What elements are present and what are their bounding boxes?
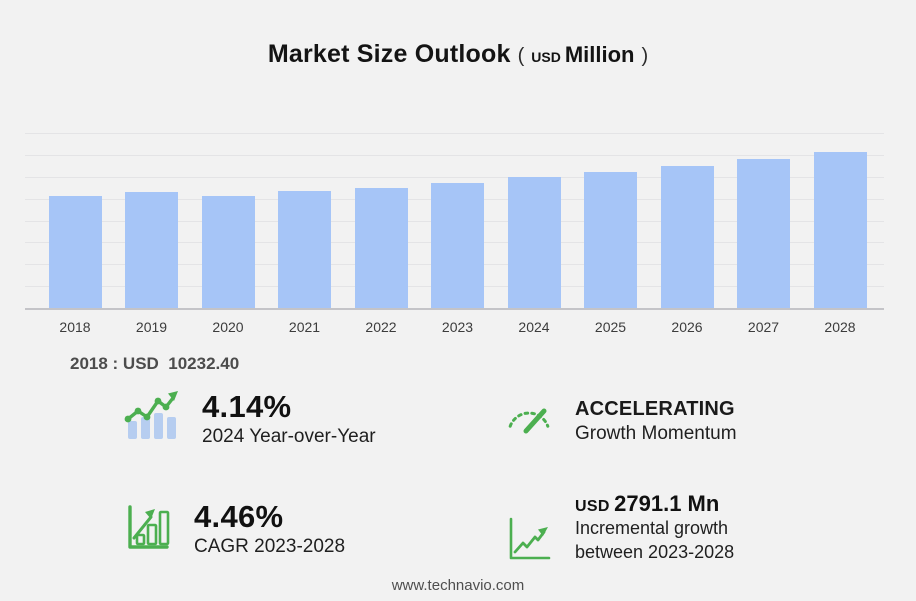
market-size-bar-chart: 2018 2019 2020 2021 2022 2023 2024 2025 2026 2027… <box>0 125 916 350</box>
bar-2019 <box>125 191 178 308</box>
title-unit-million: Million <box>564 42 635 67</box>
incremental-value-amount: 2791.1 Mn <box>614 490 720 516</box>
x-tick-2019: 2019 <box>135 319 168 335</box>
x-tick-2023: 2023 <box>441 319 474 335</box>
x-tick-2024: 2024 <box>518 319 550 335</box>
bar-2028 <box>813 152 867 308</box>
yoy-value: 4.14% <box>202 389 292 424</box>
growth-box-icon <box>120 500 174 559</box>
gridline <box>25 154 884 156</box>
bar-2026 <box>660 165 714 308</box>
bar-2024 <box>507 177 561 308</box>
momentum-value: ACCELERATING <box>575 398 735 421</box>
gauge-icon <box>503 395 555 448</box>
stat-cagr: 4.46% CAGR 2023-2028 <box>120 499 346 559</box>
gridline <box>25 133 884 134</box>
x-tick-2027: 2027 <box>747 319 780 335</box>
first-year-value-label: 2018 : USD 10232.40 <box>70 354 240 373</box>
x-tick-2022: 2022 <box>365 319 397 335</box>
yoy-label: 2024 Year-over-Year <box>202 425 376 447</box>
bar-2022 <box>354 187 408 308</box>
cagr-label: CAGR 2023-2028 <box>194 535 346 557</box>
momentum-label: Growth Momentum <box>575 423 737 445</box>
page-title: Market Size Outlook ( USD Million ) <box>0 40 916 69</box>
bar-2018 <box>48 196 102 308</box>
x-tick-2028: 2028 <box>824 319 856 335</box>
incremental-label-line2: between 2023-2028 <box>575 541 735 562</box>
bar-2025 <box>584 171 637 308</box>
x-axis-line <box>25 308 884 310</box>
line-chart-icon <box>503 514 555 567</box>
incremental-value: USD 2791.1 Mn <box>575 491 734 517</box>
title-unit-usd: USD <box>531 49 561 65</box>
incremental-value-prefix: USD <box>575 497 610 515</box>
x-tick-2020: 2020 <box>212 319 244 335</box>
stat-incremental-growth: USD 2791.1 Mn Incremental growth between… <box>503 488 734 567</box>
x-tick-2021: 2021 <box>288 319 321 335</box>
bar-2020 <box>201 195 255 308</box>
gridline <box>25 176 884 178</box>
x-tick-2025: 2025 <box>594 319 627 335</box>
x-tick-2018: 2018 <box>59 319 91 335</box>
stat-yoy-growth: 4.14% 2024 Year-over-Year <box>120 389 376 449</box>
stat-growth-momentum: ACCELERATING Growth Momentum <box>503 395 737 448</box>
bar-2027 <box>737 158 790 308</box>
incremental-label-line1: Incremental growth <box>575 517 729 538</box>
x-tick-2026: 2026 <box>671 319 703 335</box>
cagr-value: 4.46% <box>194 499 284 534</box>
bar-trend-icon <box>120 390 182 449</box>
title-paren-close: ) <box>641 45 649 67</box>
website-url: www.technavio.com <box>391 577 525 594</box>
bar-2023 <box>431 182 484 308</box>
bar-2021 <box>278 190 331 308</box>
title-main: Market Size Outlook <box>267 40 511 68</box>
title-paren-open: ( <box>517 45 525 67</box>
